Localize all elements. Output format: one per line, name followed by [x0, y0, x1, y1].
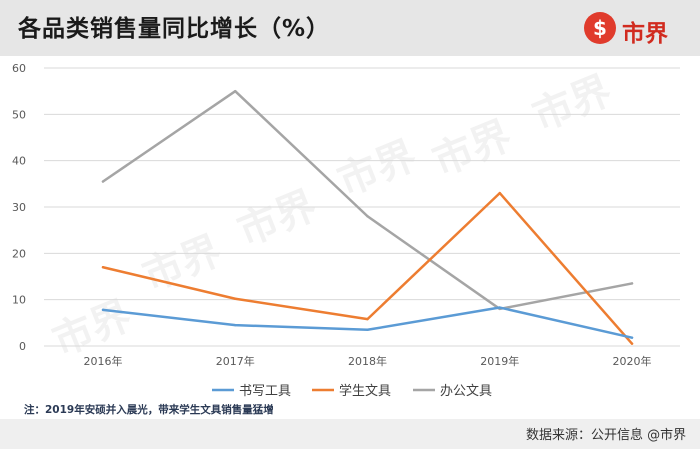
legend-label: 书写工具 [239, 384, 291, 399]
data-source: 数据来源：公开信息 @市界 [526, 428, 687, 443]
y-tick-label: 40 [12, 155, 26, 168]
brand-name: 市界 [622, 21, 668, 47]
dollar-icon: $ [584, 12, 616, 44]
legend-label: 办公文具 [440, 384, 492, 399]
x-tick-label: 2019年 [480, 354, 519, 368]
watermark: 市界 [232, 183, 323, 256]
data-point [101, 308, 105, 312]
data-point [234, 89, 237, 93]
chart-panel: 市界 市界 市界 市界 市界 市界 0 10 20 30 40 50 60 2016年 2017年 2018年… [0, 56, 700, 419]
data-point [630, 336, 634, 339]
series-line-1 [101, 306, 634, 339]
x-tick-label: 2016年 [84, 354, 123, 368]
chart-title: 各品类销售量同比增长（%） [18, 16, 331, 42]
watermark: 市界 [427, 113, 518, 186]
data-point [630, 282, 634, 285]
data-point [498, 306, 501, 309]
chart-header: 各品类销售量同比增长（%） $ 市界 [0, 0, 700, 56]
data-point [101, 266, 105, 269]
brand-logo: $ 市界 [584, 12, 694, 47]
data-point [366, 328, 369, 331]
data-point [101, 180, 105, 183]
x-tick-label: 2017年 [216, 354, 255, 368]
data-point [234, 323, 237, 327]
x-tick-label: 2020年 [613, 354, 652, 368]
y-tick-label: 20 [12, 247, 26, 260]
y-tick-label: 0 [19, 340, 26, 353]
watermark: 市界 [137, 228, 228, 301]
footnote: 注：2019年安硕并入晨光，带来学生文具销售量猛增 [24, 404, 274, 416]
data-point [366, 215, 369, 218]
y-tick-label: 60 [12, 62, 26, 75]
y-tick-label: 50 [12, 108, 26, 121]
data-point [630, 342, 634, 345]
watermark: 市界 [527, 68, 618, 141]
legend-label: 学生文具 [339, 383, 391, 399]
y-tick-label: 30 [12, 201, 26, 214]
data-point [366, 317, 369, 321]
data-point [234, 297, 237, 300]
y-tick-label: 10 [12, 294, 26, 307]
data-point [498, 191, 501, 195]
x-tick-label: 2018年 [348, 354, 387, 368]
